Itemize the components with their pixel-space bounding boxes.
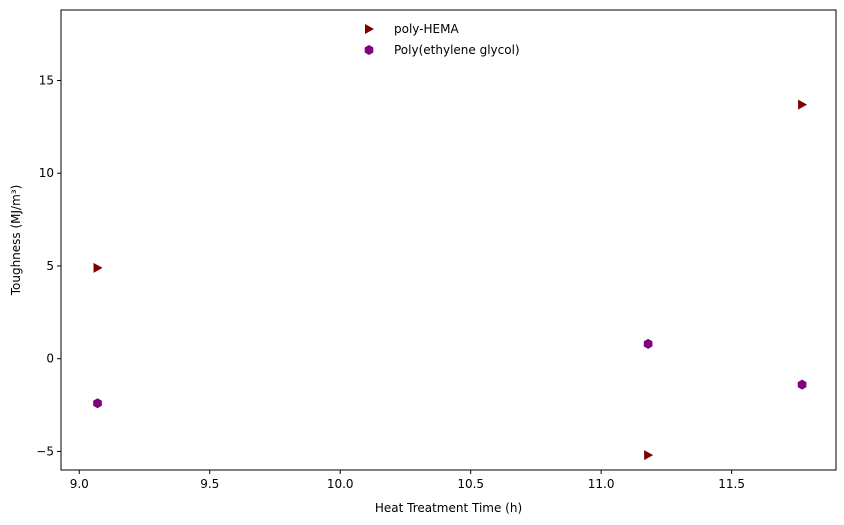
x-tick-label: 10.5 [457, 477, 484, 491]
x-tick-label: 9.0 [70, 477, 89, 491]
legend-label: Poly(ethylene glycol) [394, 43, 520, 57]
y-tick-label: 10 [39, 166, 54, 180]
plot-area [60, 9, 837, 471]
data-point [93, 398, 102, 409]
data-point [798, 99, 808, 110]
y-tick-label: 0 [46, 352, 54, 366]
x-axis-label: Heat Treatment Time (h) [375, 501, 522, 515]
y-axis-ticks: −5 0 5 10 15 [36, 73, 61, 458]
legend-marker [364, 45, 374, 55]
data-point [644, 450, 654, 461]
x-tick-label: 9.5 [200, 477, 219, 491]
plot-frame [60, 9, 837, 471]
y-axis-label: Toughness (MJ/m³) [9, 185, 23, 297]
data-point [643, 338, 653, 349]
legend: poly-HEMA Poly(ethylene glycol) [364, 22, 520, 57]
y-tick-label: −5 [36, 444, 54, 458]
x-axis-ticks: 9.0 9.5 10.0 10.5 11.0 11.5 [70, 470, 745, 491]
legend-marker [365, 24, 374, 34]
y-tick-label: 5 [46, 259, 54, 273]
data-point [93, 262, 103, 273]
data-point [797, 379, 807, 390]
y-tick-label: 15 [39, 73, 54, 87]
x-tick-label: 10.0 [327, 477, 354, 491]
x-tick-label: 11.0 [588, 477, 615, 491]
data-points [93, 99, 808, 461]
x-tick-label: 11.5 [718, 477, 745, 491]
legend-label: poly-HEMA [394, 22, 459, 36]
